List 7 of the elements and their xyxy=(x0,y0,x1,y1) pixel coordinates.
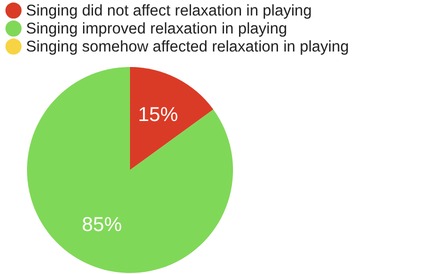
legend-label: Singing improved relaxation in playing xyxy=(26,20,288,38)
data-label: 15% xyxy=(138,104,178,126)
legend-label: Singing did not affect relaxation in playing xyxy=(26,2,312,20)
pie-slice xyxy=(27,67,233,273)
pie-slice xyxy=(130,67,214,170)
legend-label: Singing somehow affected relaxation in playing xyxy=(26,38,349,56)
data-label: 85% xyxy=(82,214,122,236)
